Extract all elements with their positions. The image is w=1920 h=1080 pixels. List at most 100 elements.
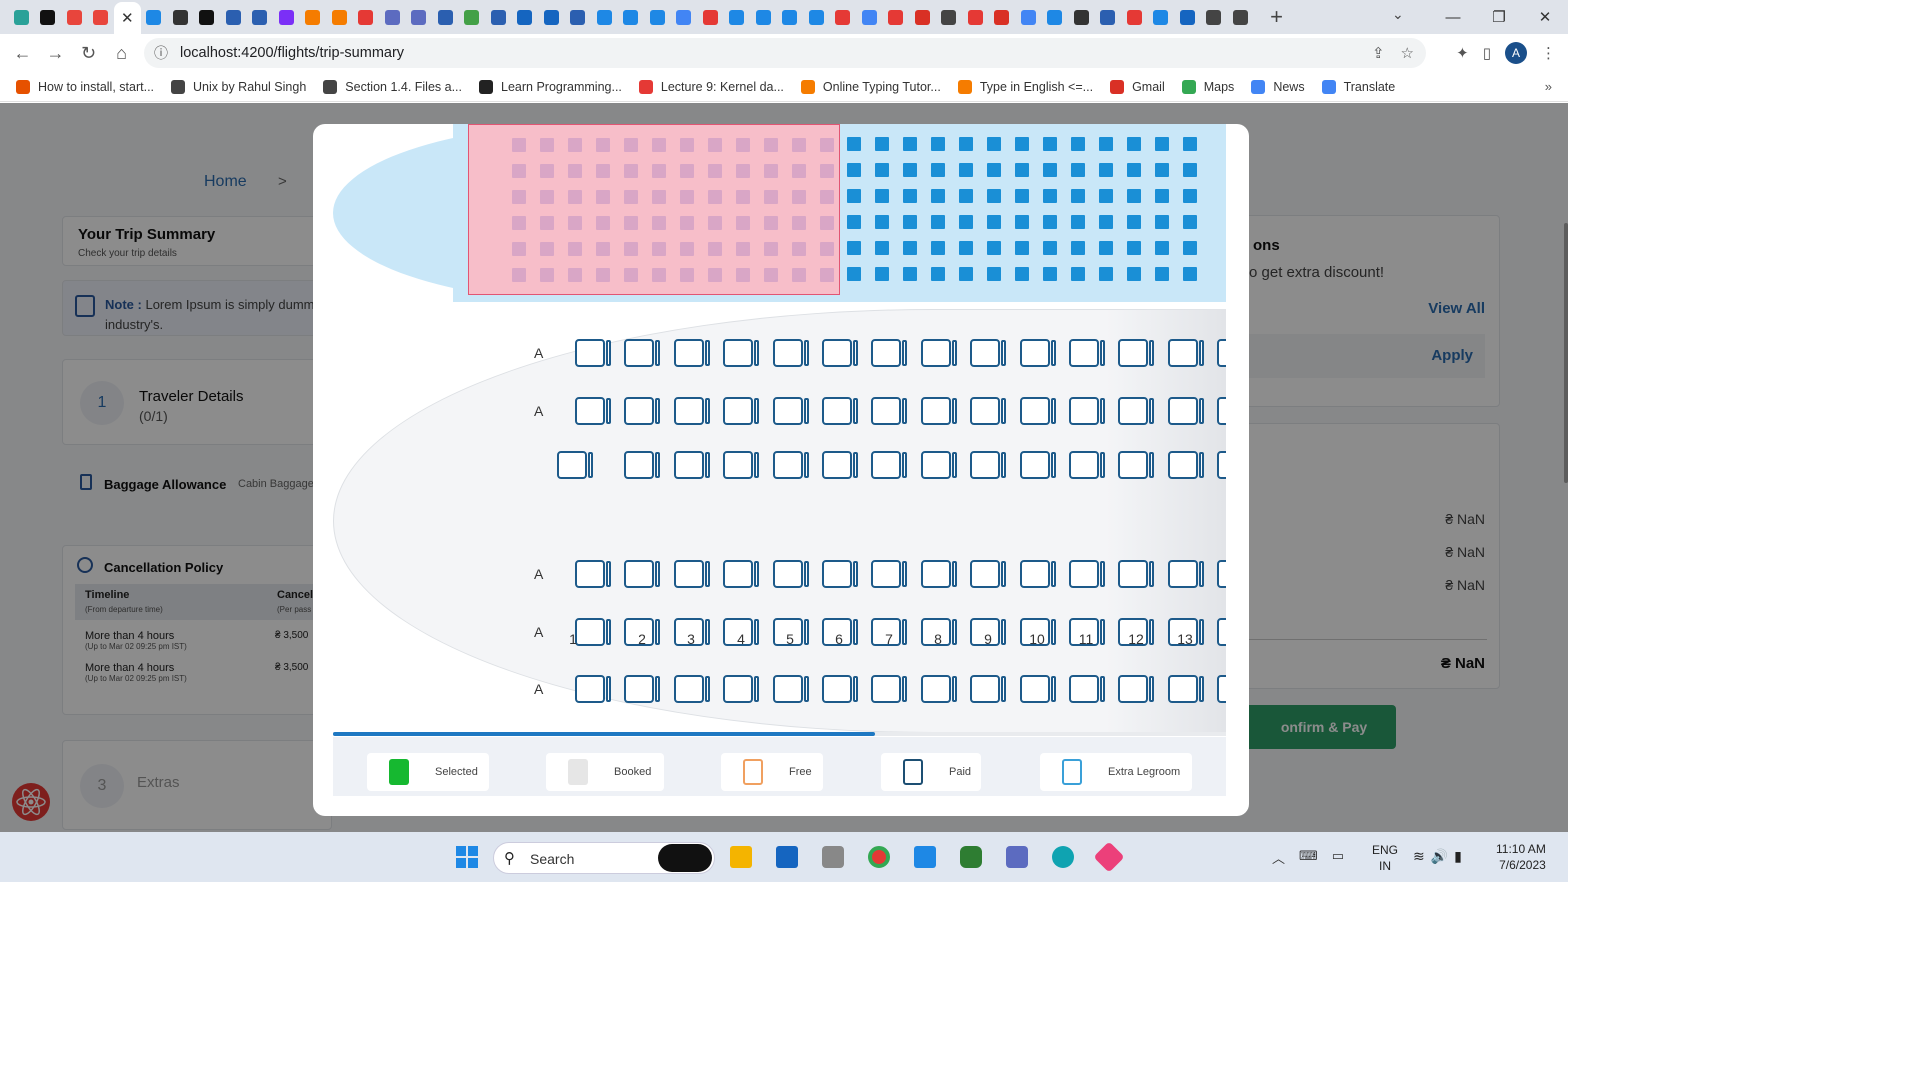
seat-button[interactable] — [723, 397, 760, 425]
seat-button[interactable] — [723, 339, 760, 367]
seat-button[interactable] — [1069, 339, 1105, 367]
browser-tab[interactable] — [35, 0, 62, 34]
browser-tab[interactable] — [1201, 0, 1228, 34]
browser-tab[interactable] — [830, 0, 857, 34]
seat-button[interactable] — [1019, 560, 1056, 588]
seat-button[interactable] — [624, 339, 661, 367]
seat-button[interactable] — [970, 618, 1007, 646]
bookmark-item[interactable]: Section 1.4. Files a... — [323, 79, 462, 94]
seat-button[interactable] — [1019, 451, 1056, 479]
bookmark-star-icon[interactable]: ☆ — [1400, 45, 1414, 62]
browser-tab[interactable] — [1095, 0, 1122, 34]
browser-tab[interactable] — [856, 0, 883, 34]
browser-tab[interactable] — [936, 0, 963, 34]
keyboard-icon[interactable]: ⌨ — [1299, 848, 1318, 863]
seat-button[interactable] — [920, 560, 957, 588]
seat-button[interactable] — [1069, 451, 1105, 479]
seat-button[interactable] — [1118, 560, 1155, 588]
seat-button[interactable] — [1167, 560, 1204, 588]
page-scrollbar[interactable] — [1564, 223, 1568, 483]
seat-button[interactable] — [723, 560, 760, 588]
minimap-viewport[interactable] — [468, 124, 840, 295]
browser-tab[interactable] — [777, 0, 804, 34]
seat-button[interactable] — [871, 560, 908, 588]
seat-button[interactable] — [822, 451, 858, 479]
bookmark-item[interactable]: Learn Programming... — [479, 79, 622, 94]
seat-button[interactable] — [871, 618, 908, 646]
browser-tab[interactable] — [989, 0, 1016, 34]
browser-tab[interactable] — [538, 0, 565, 34]
seat-button[interactable] — [822, 675, 858, 703]
browser-tab[interactable] — [1121, 0, 1148, 34]
file-explorer-icon[interactable] — [730, 846, 752, 868]
browser-tab[interactable] — [459, 0, 486, 34]
seat-button[interactable] — [1069, 560, 1105, 588]
seat-button[interactable] — [1118, 451, 1155, 479]
browser-tab[interactable] — [300, 0, 327, 34]
edge-icon[interactable] — [1052, 846, 1074, 868]
back-icon[interactable]: ← — [13, 42, 32, 63]
browser-tab[interactable] — [194, 0, 221, 34]
site-info-icon[interactable]: ⓘ — [154, 45, 168, 61]
seat-button[interactable] — [723, 618, 760, 646]
seat-button[interactable] — [822, 560, 858, 588]
wifi-volume-battery[interactable]: ≋🔊▮ — [1413, 848, 1468, 864]
browser-tab[interactable] — [1015, 0, 1042, 34]
browser-tab[interactable] — [273, 0, 300, 34]
browser-tab[interactable] — [750, 0, 777, 34]
browser-tab[interactable] — [247, 0, 274, 34]
seat-button[interactable] — [822, 618, 858, 646]
seat-button[interactable] — [1217, 397, 1226, 425]
seat-button[interactable] — [920, 618, 957, 646]
seat-button[interactable] — [1019, 618, 1056, 646]
browser-tab[interactable] — [379, 0, 406, 34]
browser-tab[interactable] — [1148, 0, 1175, 34]
seat-button[interactable] — [575, 339, 611, 367]
browser-tab[interactable] — [803, 0, 830, 34]
seat-button[interactable] — [723, 675, 760, 703]
seat-button[interactable] — [920, 339, 957, 367]
tray-chevron-icon[interactable]: ︿ — [1272, 851, 1286, 866]
browser-tab[interactable] — [618, 0, 645, 34]
browser-tab[interactable] — [909, 0, 936, 34]
app-icon[interactable] — [1093, 841, 1125, 873]
forward-icon[interactable]: → — [46, 42, 65, 63]
browser-tab[interactable] — [8, 0, 35, 34]
teams-icon[interactable] — [1006, 846, 1028, 868]
new-tab-icon[interactable]: + — [1270, 4, 1283, 29]
seat-button[interactable] — [1167, 675, 1204, 703]
minimize-icon[interactable]: — — [1445, 8, 1461, 26]
browser-tab[interactable]: ✕ — [114, 2, 141, 34]
browser-tab[interactable] — [962, 0, 989, 34]
language-indicator[interactable]: ENG IN — [1372, 843, 1399, 873]
seat-button[interactable] — [723, 451, 760, 479]
browser-tab[interactable] — [353, 0, 380, 34]
seat-button[interactable] — [1118, 397, 1155, 425]
home-icon[interactable]: ⌂ — [116, 42, 127, 63]
seat-button[interactable] — [1118, 618, 1155, 646]
browser-tab[interactable] — [644, 0, 671, 34]
seat-button[interactable] — [970, 675, 1007, 703]
seat-button[interactable] — [575, 560, 611, 588]
seat-button[interactable] — [673, 397, 710, 425]
view-all-link[interactable]: View All — [1428, 300, 1485, 317]
seat-button[interactable] — [822, 339, 858, 367]
close-window-icon[interactable]: ✕ — [1538, 9, 1552, 26]
seat-button[interactable] — [822, 397, 858, 425]
browser-tab[interactable] — [697, 0, 724, 34]
side-panel-icon[interactable]: ▯ — [1482, 45, 1491, 62]
seat-button[interactable] — [1167, 618, 1204, 646]
seat-button[interactable] — [920, 675, 957, 703]
seat-button[interactable] — [871, 675, 908, 703]
browser-tab[interactable] — [220, 0, 247, 34]
browser-tab[interactable] — [671, 0, 698, 34]
seatmap-scrollbar[interactable] — [333, 732, 1226, 736]
seat-button[interactable] — [1019, 397, 1056, 425]
seat-button[interactable] — [772, 618, 809, 646]
browser-tab[interactable] — [432, 0, 459, 34]
seatmap-scroll-thumb[interactable] — [333, 732, 875, 736]
seat-button[interactable] — [920, 397, 957, 425]
bookmark-item[interactable]: News — [1251, 79, 1305, 94]
seat-button[interactable] — [772, 675, 809, 703]
bookmark-item[interactable]: Online Typing Tutor... — [800, 79, 941, 94]
